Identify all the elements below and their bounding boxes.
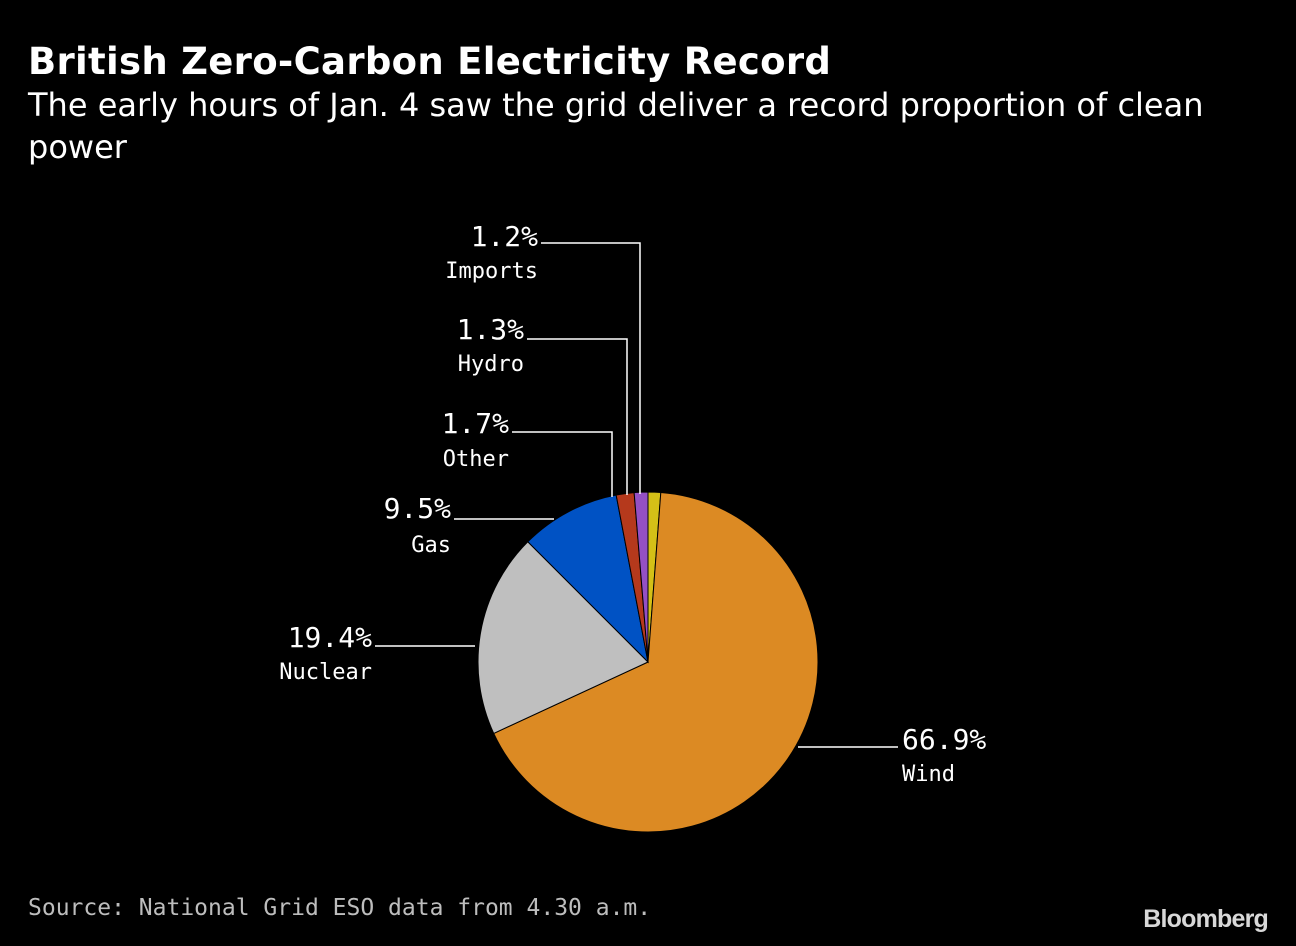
category-label-hydro: Hydro — [458, 352, 524, 377]
source-note: Source: National Grid ESO data from 4.30… — [28, 895, 652, 921]
category-label-wind: Wind — [902, 762, 955, 787]
data-label-wind: 66.9% — [902, 723, 986, 756]
chart-title: British Zero-Carbon Electricity Record — [28, 40, 832, 83]
leader-line-imports — [541, 242, 641, 494]
leader-line-other — [512, 431, 613, 497]
category-label-nuclear: Nuclear — [279, 660, 372, 685]
slice-gas — [527, 494, 649, 664]
chart-subtitle: The early hours of Jan. 4 saw the grid d… — [28, 86, 1204, 166]
data-label-imports: 1.2% — [471, 220, 539, 253]
data-label-gas: 9.5% — [384, 492, 452, 525]
category-label-other: Other — [443, 447, 509, 472]
category-label-gas: Gas — [411, 533, 451, 558]
leader-line-hydro — [527, 338, 628, 495]
leader-lines — [375, 242, 898, 748]
data-label-other: 1.7% — [442, 407, 510, 440]
data-label-hydro: 1.3% — [457, 313, 525, 346]
pie-slices — [477, 491, 819, 833]
slice-nuclear — [477, 541, 649, 735]
slice-hydro — [633, 491, 649, 663]
data-label-nuclear: 19.4% — [288, 621, 372, 654]
category-label-imports: Imports — [445, 259, 538, 284]
slice-wind — [493, 491, 819, 833]
slice-labels: 1.2% Imports 66.9% Wind 19.4% Nuclear 9.5% Gas 1… — [279, 220, 986, 787]
bloomberg-logo: Bloomberg — [1143, 905, 1269, 933]
